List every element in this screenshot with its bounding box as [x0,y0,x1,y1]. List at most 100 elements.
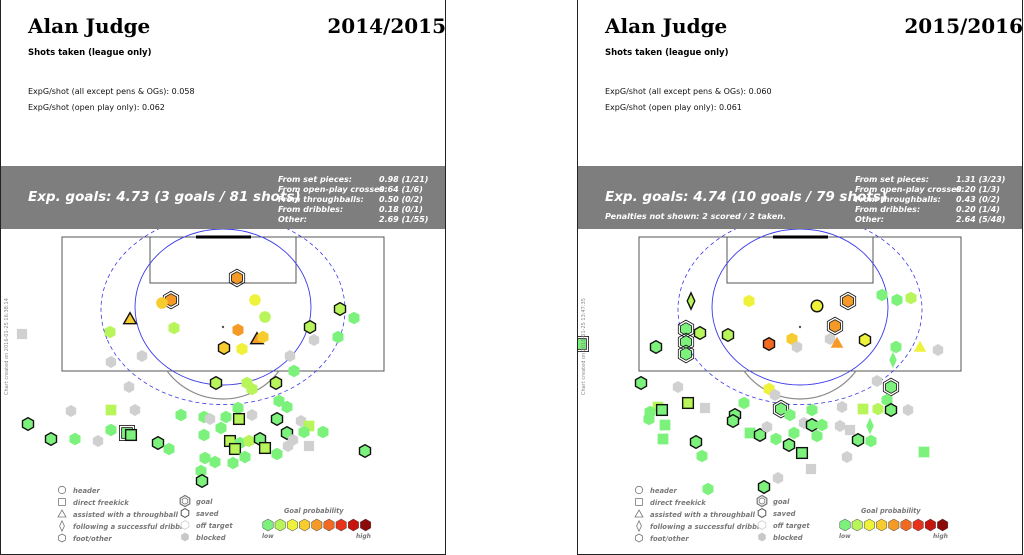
legend-shape-icon [58,498,66,506]
throughball-shot [122,311,138,325]
shot-goal [217,340,231,356]
chart-credit: Chart created on 2016-01-25 13:47:35 [581,298,587,395]
probability-swatch [335,518,347,532]
foot-shot [104,325,116,339]
shot-off [876,288,888,302]
freekick-shot [795,446,809,460]
foot-shot [791,341,803,353]
foot-shot [649,339,663,355]
player-name: Alan Judge [605,14,728,38]
foot-shot [317,425,329,439]
shot-goal [232,412,246,426]
shot-off [298,425,310,439]
foot-shot [786,332,798,346]
shot-off [657,433,669,445]
penalty-arc [743,370,857,400]
breakdown-value: 0.20 (1/4) [956,205,1000,214]
foot-shot [163,442,175,456]
foot-shot [333,301,347,317]
legend-shape-icon [57,485,67,495]
shot-off [643,412,655,426]
foot-shot [782,437,796,453]
legend-shape-icon [634,509,644,518]
breakdown-label: From set pieces: [855,175,929,184]
foot-shot [129,404,141,416]
foot-shot [841,451,853,463]
freekick-shot [681,396,695,410]
foot-shot [885,380,897,394]
foot-shot [693,325,707,341]
foot-shot [932,344,944,356]
shot-goal [884,402,898,418]
foot-shot [92,435,104,447]
goal-probability-title: Goal probability [861,507,921,515]
shot-blk [16,328,28,340]
shot-goal [124,428,138,442]
freekick-shot [578,338,587,350]
shot-goal [649,339,663,355]
shot-blk [123,381,135,393]
foot-shot [298,425,310,439]
shot-goal [851,432,865,448]
foot-shot [303,319,317,335]
legend-shape-icon [635,533,643,543]
legend-shape-label: header [650,487,678,495]
foot-shot [721,327,735,343]
freekick-shot [258,441,272,455]
legend-shape-label: direct freekick [650,499,706,507]
foot-shot [905,291,917,305]
header-shot [810,299,824,313]
foot-shot [209,455,221,469]
probability-swatch [900,518,912,532]
breakdown-value: 0.64 (1/6) [379,185,423,194]
foot-shot [689,434,703,450]
shot-off [303,420,315,432]
breakdown-value: 1.31 (3/23) [956,175,1006,184]
legend-shape-label: header [73,487,101,495]
breakdown-label: From dribbles: [855,205,921,214]
legend-shape-label: foot/other [73,535,112,543]
legend-outcome-icon [756,494,768,508]
shot-blk [772,472,784,484]
breakdown-row: Other: 2.64 (5/48) [855,215,1022,225]
shot-goal [689,434,703,450]
breakdown-value: 0.50 (0/2) [379,195,423,204]
foot-shot [220,410,232,424]
foot-shot [215,421,227,435]
shot-blk [871,375,883,387]
foot-shot [762,336,776,352]
breakdown-row: Other: 2.69 (1/55) [278,215,445,225]
shot-off [788,426,800,440]
probability-low-label: low [262,533,274,540]
probability-swatch [924,518,936,532]
foot-shot [123,381,135,393]
breakdown-row: From set pieces: 1.31 (3/23) [855,175,1022,185]
foot-shot [891,293,903,307]
foot-shot [231,271,243,285]
season-label: 2015/2016 [904,14,1023,38]
foot-shot [65,405,77,417]
shot-off [811,429,823,443]
shot-goal [195,473,209,489]
shot-saved-outline [772,399,790,419]
shot-blk [308,334,320,346]
expg-per-shot-all: ExpG/shot (all except pens & OGs): 0.058 [28,87,195,96]
foot-shot [757,479,771,495]
shot-off [806,403,818,417]
breakdown-label: From dribbles: [278,205,344,214]
foot-shot [269,375,283,391]
foot-shot [834,420,846,432]
pitch-lines [61,229,385,405]
freekick-shot [655,403,669,417]
breakdown-row: From throughballs: 0.43 (0/2) [855,195,1022,205]
shot-goal [258,441,272,455]
freekick-shot [105,404,117,416]
foot-shot [151,435,165,451]
shot-goal [721,327,735,343]
shot-off [890,340,902,354]
shot-off [332,330,344,344]
chart-credit: Chart created on 2016-01-25 16:38:14 [4,298,10,395]
foot-shot [195,464,207,478]
shot-blk [284,350,296,362]
legend-shape-label: assisted with a throughball [650,511,756,519]
